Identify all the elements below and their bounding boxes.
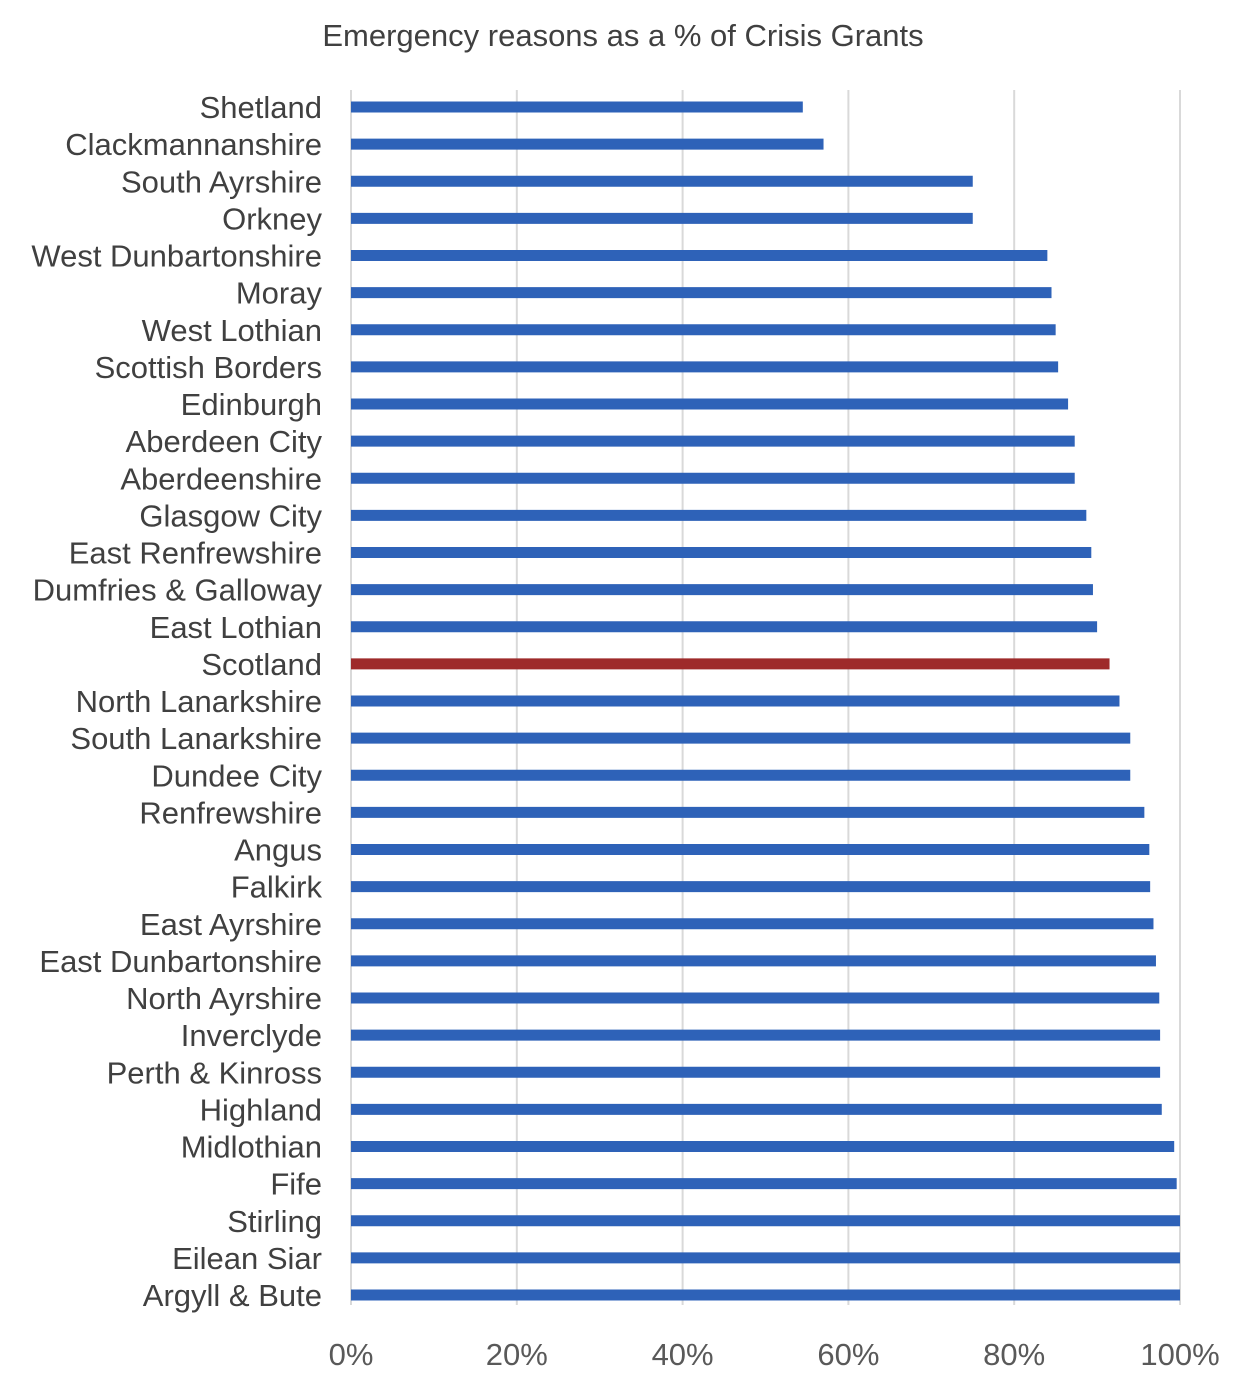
x-tick-label: 100% (1140, 1337, 1219, 1372)
bar-east-lothian (351, 621, 1098, 633)
category-label: Orkney (222, 201, 322, 236)
bar-moray (351, 287, 1052, 299)
bar-dundee-city (351, 769, 1131, 781)
category-label: Aberdeen City (126, 424, 323, 459)
chart-title: Emergency reasons as a % of Crisis Grant… (322, 18, 924, 53)
category-label: Fife (270, 1167, 322, 1202)
bar-eilean-siar (351, 1252, 1180, 1264)
category-label: East Renfrewshire (69, 536, 322, 571)
category-label: Highland (200, 1092, 322, 1127)
bar-scottish-borders (351, 361, 1059, 373)
category-label: Angus (234, 833, 322, 868)
bar-argyll-bute (351, 1289, 1180, 1301)
bar-midlothian (351, 1141, 1175, 1152)
category-label: Moray (236, 276, 323, 311)
category-label: North Ayrshire (126, 981, 322, 1016)
category-label: North Lanarkshire (76, 684, 322, 719)
bar-aberdeenshire (351, 472, 1075, 484)
bar-shetland (351, 101, 803, 113)
x-tick-label: 40% (652, 1337, 714, 1372)
x-tick-label: 0% (329, 1337, 374, 1372)
category-label: Falkirk (231, 870, 323, 905)
x-tick-label: 20% (486, 1337, 548, 1372)
category-label: East Ayrshire (140, 907, 322, 942)
category-label: Glasgow City (139, 498, 322, 533)
category-label: West Dunbartonshire (31, 239, 322, 274)
bar-renfrewshire (351, 806, 1145, 818)
category-label: East Lothian (150, 610, 322, 645)
bar-north-lanarkshire (351, 695, 1120, 707)
category-label: Dundee City (151, 758, 322, 793)
category-label: East Dunbartonshire (39, 944, 322, 979)
bar-angus (351, 844, 1150, 855)
bar-glasgow-city (351, 509, 1087, 521)
category-label: Midlothian (181, 1130, 322, 1165)
bar-north-ayrshire (351, 992, 1160, 1004)
category-label: Inverclyde (181, 1018, 322, 1053)
bar-east-ayrshire (351, 918, 1154, 930)
category-label: West Lothian (142, 313, 322, 348)
bar-dumfries-galloway (351, 584, 1093, 596)
category-label: Edinburgh (181, 387, 322, 422)
category-label: Dumfries & Galloway (33, 573, 323, 608)
bar-edinburgh (351, 398, 1069, 410)
bar-stirling (351, 1215, 1180, 1227)
category-label: Perth & Kinross (107, 1055, 322, 1090)
category-label: Shetland (200, 90, 322, 125)
bar-scotland (351, 658, 1110, 670)
category-label: South Ayrshire (121, 164, 322, 199)
bar-fife (351, 1178, 1177, 1190)
bar-east-renfrewshire (351, 547, 1092, 558)
bar-clackmannanshire (351, 138, 824, 150)
category-label: Eilean Siar (172, 1241, 322, 1276)
bar-perth-kinross (351, 1066, 1161, 1078)
bar-west-dunbartonshire (351, 250, 1048, 261)
x-tick-label: 80% (983, 1337, 1045, 1372)
category-label: Scottish Borders (95, 350, 322, 385)
bar-inverclyde (351, 1029, 1161, 1041)
x-axis-ticks: 0% 20% 40% 60% 80% 100% (329, 1337, 1220, 1372)
bar-south-ayrshire (351, 175, 973, 187)
category-label: Stirling (227, 1204, 322, 1239)
bar-east-dunbartonshire (351, 955, 1156, 967)
category-label: Clackmannanshire (65, 127, 322, 162)
category-label: Renfrewshire (139, 795, 322, 830)
category-label: Argyll & Bute (143, 1278, 322, 1313)
category-label: South Lanarkshire (70, 721, 322, 756)
category-label: Scotland (201, 647, 322, 682)
bars (351, 101, 1180, 1301)
x-tick-label: 60% (817, 1337, 879, 1372)
bar-aberdeen-city (351, 435, 1075, 447)
category-label: Aberdeenshire (120, 461, 322, 496)
bar-highland (351, 1103, 1162, 1115)
bar-orkney (351, 212, 973, 224)
bar-west-lothian (351, 324, 1056, 336)
bar-falkirk (351, 881, 1151, 893)
bar-south-lanarkshire (351, 732, 1131, 744)
